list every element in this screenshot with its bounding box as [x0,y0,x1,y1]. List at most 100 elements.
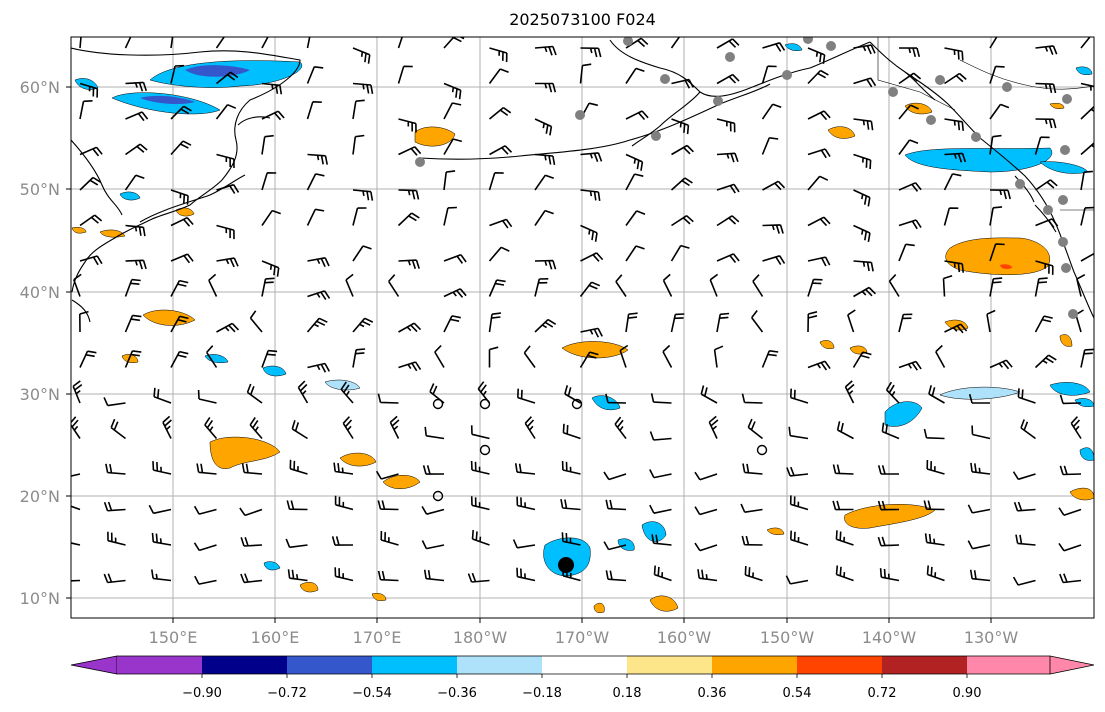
wind-barb [807,110,831,121]
wind-barb [352,134,365,155]
wind-barb [488,172,504,191]
lat-label-10n: 10°N [20,589,60,608]
wind-barb [534,259,557,270]
wind-barb [470,425,490,440]
wind-barb [239,507,263,517]
wind-barb [615,274,627,297]
wind-barb [246,383,263,404]
wind-barb [151,532,172,546]
wind-barb [944,72,967,85]
wind-barb [1034,136,1050,155]
wind-barb [713,345,724,368]
wind-barb [72,380,83,404]
wind-barb [970,462,991,475]
positive-patch [766,527,785,536]
wind-barb [747,418,763,440]
wind-barb [307,362,331,373]
wind-barb [306,317,328,333]
wind-barb [103,573,126,584]
wind-barb [151,569,172,582]
wind-barb [285,538,308,549]
negative-patch [784,43,803,52]
wind-barb [716,73,740,85]
wind-barb [671,78,695,89]
negative-patch [1049,382,1091,396]
colorbar-bin [967,656,1050,674]
wind-barb [1034,315,1053,333]
lon-label-170w: 170°W [555,628,610,647]
station-dot [1002,82,1012,92]
wind-barb [443,253,467,264]
wind-barb [708,415,719,439]
station-dot [782,70,792,80]
wind-barb [535,82,557,93]
wind-barb [352,245,372,262]
wind-barb [443,138,463,155]
wind-barb [935,344,946,368]
wind-barb [125,259,147,270]
wind-barb [261,110,285,121]
positive-patch [1059,334,1073,347]
wind-barb [786,466,809,477]
colorbar-tick-label: 0.72 [868,686,897,701]
wind-barb [670,177,693,191]
wind-barb [204,416,218,440]
colorbar-tick-label: −0.18 [522,686,562,701]
wind-barb [898,313,913,333]
wind-barb [443,102,462,120]
colorbar-tick-label: 0.54 [783,686,812,701]
wind-barb [152,461,172,475]
negative-patch [543,537,591,577]
wind-barb [261,277,275,297]
wind-barb [761,65,777,84]
wind-barb [898,182,922,192]
wind-barb [564,385,581,404]
wind-barb [944,152,967,163]
station-markers [415,37,1078,573]
negative-patch [119,191,141,201]
wind-barb [832,500,854,511]
wind-barb [650,393,672,404]
wind-barb [614,416,627,439]
lon-label-160e: 160°E [251,628,300,647]
wind-barb [625,67,645,84]
wind-barb [125,81,148,92]
wind-barb [625,210,646,226]
wind-barb [534,153,556,166]
station-dot [651,131,661,141]
wind-barb [153,387,172,404]
wind-barb [716,152,739,163]
wind-barb [694,506,718,516]
lat-label-30n: 30°N [20,385,60,404]
wind-barb [79,310,89,333]
wind-barb [421,506,445,515]
wind-barb [1013,501,1036,512]
wind-barb [388,274,400,297]
wind-barb [216,322,240,333]
wind-barb [1035,179,1058,191]
calm-wind-circle [479,398,491,410]
wind-barb [422,465,445,475]
wind-barb [807,47,826,64]
wind-barb [989,277,1003,297]
lon-label-130w: 130°W [964,628,1019,647]
field-shading [71,43,1094,613]
wind-barb [853,77,877,88]
wind-barb [488,68,509,84]
wind-barb [170,315,189,333]
wind-barb [240,573,263,584]
colorbar-tick-label: 0.90 [953,686,982,701]
wind-barb [170,105,192,120]
negative-patch [591,395,621,411]
wind-barb [215,71,239,85]
wind-barb [352,99,365,120]
axis-ticks [66,86,992,623]
positive-patch [945,237,1050,275]
colorbar: −0.90 −0.72 −0.54 −0.36 −0.18 0.18 0.36 … [70,655,1095,701]
station-dot [1061,263,1071,273]
wind-barb [216,224,235,240]
wind-barb [307,290,331,301]
wind-barb [375,470,399,480]
wind-barb [762,224,784,234]
